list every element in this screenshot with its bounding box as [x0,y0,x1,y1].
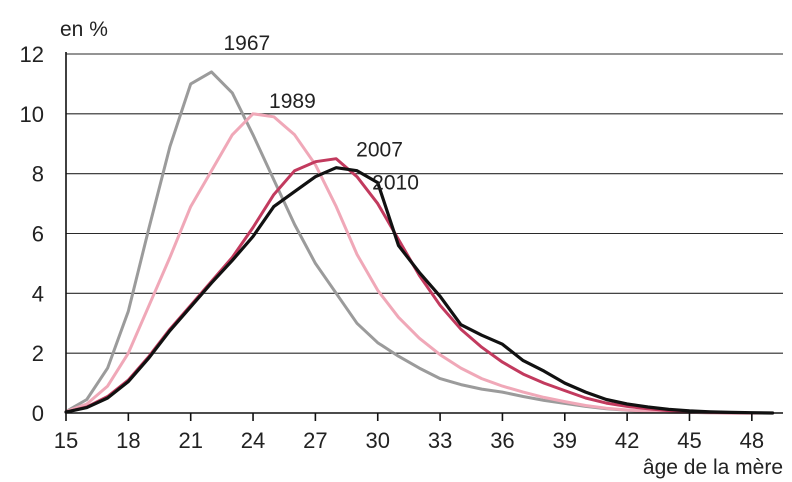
series-label-2010: 2010 [372,172,419,195]
y-tick-label: 0 [32,401,44,426]
series-label-1989: 1989 [269,90,316,113]
y-tick-label: 8 [32,162,44,187]
x-tick-label: 18 [116,428,140,453]
series-line-1967 [64,70,775,415]
y-axis-unit: en % [60,18,108,41]
x-tick-label: 33 [428,428,452,453]
x-axis-label: âge de la mère [643,456,783,479]
x-tick-label: 45 [677,428,701,453]
y-tick-label: 10 [20,102,44,127]
y-tick-label: 6 [32,222,44,247]
x-tick-label: 24 [241,428,265,453]
series-lines [64,70,775,415]
series-line-2007 [64,157,775,415]
series-label-2007: 2007 [356,139,403,162]
y-tick-label: 12 [20,42,44,67]
x-tick-label: 39 [553,428,577,453]
series-label-1967: 1967 [223,32,270,55]
gridlines [66,53,783,354]
x-tick-label: 36 [490,428,514,453]
x-tick-label: 48 [740,428,764,453]
series-line-2010 [64,166,775,415]
y-tick-label: 2 [32,341,44,366]
axes [65,52,783,421]
x-tick-label: 15 [54,428,78,453]
y-tick-label: 4 [32,281,44,306]
x-tick-label: 27 [303,428,327,453]
x-tick-label: 42 [615,428,639,453]
series-line-1989 [64,112,775,415]
x-tick-label: 21 [178,428,202,453]
x-tick-label: 30 [365,428,389,453]
